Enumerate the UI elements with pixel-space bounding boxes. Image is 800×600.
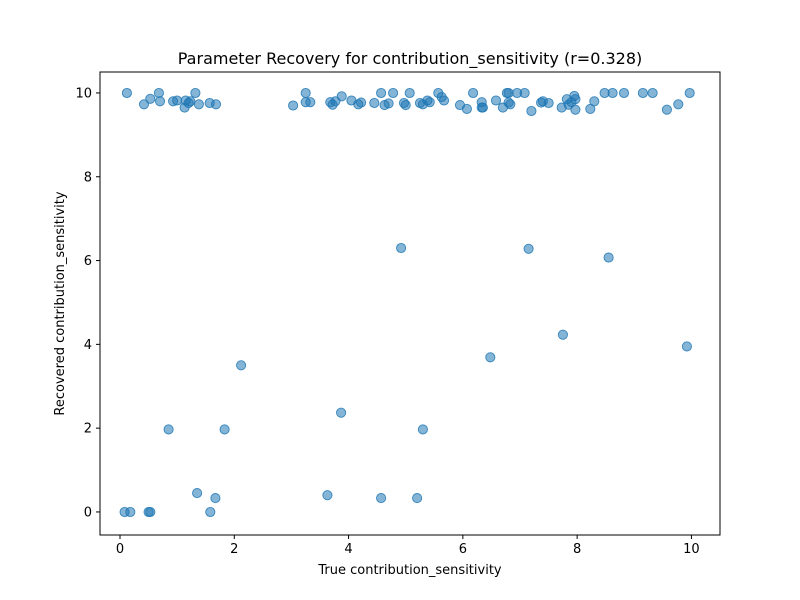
y-tick-label: 10 — [75, 86, 92, 101]
data-point — [138, 99, 150, 110]
x-tick-label: 8 — [573, 542, 581, 557]
data-point — [424, 97, 435, 108]
data-point — [684, 87, 695, 99]
data-point — [300, 87, 311, 99]
data-point — [219, 424, 230, 435]
data-point — [125, 506, 136, 518]
data-point — [236, 360, 247, 371]
x-tick-label: 2 — [230, 542, 238, 557]
data-point — [396, 242, 407, 254]
chart-title: Parameter Recovery for contribution_sens… — [178, 49, 643, 69]
x-tick-label: 0 — [116, 542, 124, 557]
data-point — [322, 490, 333, 501]
data-point — [412, 493, 423, 504]
data-point — [661, 104, 672, 115]
data-point — [192, 488, 203, 499]
data-point — [172, 95, 183, 106]
y-tick-label: 0 — [84, 505, 92, 520]
data-point — [153, 87, 164, 99]
data-point — [210, 493, 221, 504]
data-point — [205, 506, 216, 518]
data-point — [526, 105, 537, 117]
data-point — [190, 87, 201, 99]
data-point — [461, 103, 472, 114]
data-point — [523, 243, 534, 254]
plot-frame — [99, 71, 721, 536]
data-point — [618, 87, 630, 99]
data-point — [336, 91, 347, 102]
data-point — [336, 407, 347, 418]
x-tick-label: 6 — [459, 542, 467, 557]
data-point — [145, 506, 156, 518]
data-point — [417, 424, 428, 435]
data-point — [647, 87, 658, 99]
data-point — [305, 97, 316, 108]
data-point — [388, 87, 399, 99]
x-axis: 0 2 4 6 8 10 — [116, 535, 700, 557]
y-tick-label: 8 — [84, 170, 92, 185]
data-point — [288, 100, 299, 111]
x-tick-label: 4 — [344, 542, 352, 557]
data-point — [121, 87, 132, 99]
data-point — [603, 252, 614, 263]
data-point — [607, 87, 618, 99]
data-point — [681, 341, 692, 352]
data-point — [400, 100, 411, 111]
data-point — [369, 97, 380, 109]
x-axis-label: True contribution_sensitivity — [317, 563, 502, 578]
data-point — [673, 99, 684, 110]
data-point — [485, 352, 496, 363]
data-point — [570, 104, 581, 115]
data-point — [637, 87, 648, 99]
data-point — [154, 96, 166, 107]
x-tick-label: 10 — [683, 542, 700, 557]
y-axis: 0 2 4 6 8 10 — [75, 86, 100, 520]
data-point — [589, 96, 600, 107]
data-point — [185, 96, 196, 107]
data-point — [505, 99, 516, 110]
data-point — [383, 98, 394, 109]
data-point — [543, 97, 554, 109]
data-point — [503, 87, 514, 99]
data-point — [557, 329, 568, 340]
data-point — [356, 97, 367, 108]
data-point — [519, 87, 530, 99]
data-point — [404, 87, 415, 99]
points-layer — [119, 87, 695, 518]
y-tick-label: 4 — [84, 338, 92, 353]
data-point — [210, 99, 222, 110]
y-axis-label: Recovered contribution_sensitivity — [53, 191, 68, 415]
data-point — [376, 87, 387, 99]
y-tick-label: 2 — [84, 422, 92, 437]
data-point — [477, 102, 488, 113]
y-tick-label: 6 — [84, 254, 92, 269]
data-point — [145, 93, 156, 104]
data-point — [376, 493, 387, 504]
data-point — [438, 95, 450, 106]
data-point — [490, 95, 502, 106]
data-point — [193, 99, 204, 110]
data-point — [570, 94, 581, 105]
data-point — [163, 424, 174, 435]
data-point — [468, 87, 479, 99]
